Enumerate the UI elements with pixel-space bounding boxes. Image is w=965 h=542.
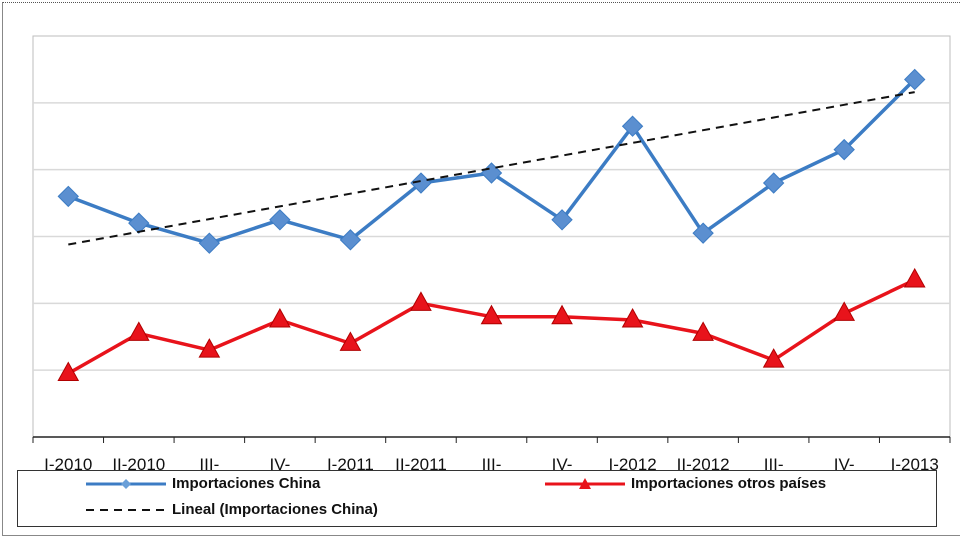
- series-1-point: [551, 304, 573, 325]
- series-1-point: [269, 308, 291, 328]
- series-0-point: [198, 232, 221, 254]
- series-0-line: [67, 78, 916, 245]
- legend-item-china: Importaciones China: [86, 475, 320, 492]
- x-tick-label: I-2011: [327, 455, 374, 470]
- x-tick-label: II-2010: [112, 455, 165, 470]
- series-group: [57, 68, 926, 382]
- x-tick-label: III-: [199, 455, 219, 470]
- legend-swatch-china: [86, 478, 166, 489]
- gridlines: [33, 102, 950, 371]
- legend: Importaciones China Importaciones otros …: [17, 470, 937, 527]
- series-0-point: [551, 209, 573, 231]
- series-1-point: [410, 291, 432, 311]
- series-0-point: [904, 68, 926, 91]
- x-tick-label: II-2012: [677, 455, 730, 470]
- x-tick-label: I-2012: [608, 455, 656, 470]
- series-1-point: [127, 321, 150, 341]
- x-tick-labels: I-2010 II-2010 III- IV- I-2011 II-2011 III- IV-…: [44, 455, 939, 470]
- series-0-point: [692, 222, 714, 244]
- series-1-point: [903, 267, 926, 288]
- x-ticks: [32, 437, 951, 443]
- legend-item-lineal: Lineal (Importaciones China): [86, 501, 378, 518]
- x-tick-label: I-2013: [891, 455, 939, 470]
- series-0-point: [269, 209, 291, 231]
- series-1-point: [57, 361, 80, 382]
- series-1-point: [692, 321, 714, 341]
- legend-item-otros: Importaciones otros países: [545, 475, 826, 492]
- line-chart: I-2010 II-2010 III- IV- I-2011 II-2011 III- IV-…: [32, 35, 951, 470]
- series-1-line: [67, 278, 916, 376]
- series-0-point: [128, 212, 150, 234]
- x-tick-label: III-: [764, 455, 784, 470]
- series-0-point: [833, 138, 855, 161]
- series-1-point: [833, 301, 856, 321]
- series-1-point: [339, 331, 362, 351]
- series-0-point: [621, 115, 644, 137]
- series-0-point: [339, 229, 362, 251]
- legend-label-lineal: Lineal (Importaciones China): [172, 501, 378, 518]
- series-0-point: [480, 162, 503, 184]
- legend-swatch-otros: [545, 477, 625, 489]
- series-1-point: [762, 348, 785, 368]
- x-tick-label: IV-: [552, 455, 573, 470]
- series-2-trendline: [68, 91, 915, 246]
- x-tick-label: IV-: [269, 455, 290, 470]
- x-tick-label: II-2011: [395, 455, 447, 470]
- x-tick-label: IV-: [834, 455, 855, 470]
- series-1-point: [621, 308, 644, 328]
- series-0-point: [762, 172, 785, 194]
- series-1-point: [480, 304, 503, 325]
- legend-swatch-lineal: [86, 508, 166, 511]
- x-tick-label: III-: [482, 455, 502, 470]
- x-tick-label: I-2010: [44, 455, 92, 470]
- legend-label-otros: Importaciones otros países: [631, 475, 827, 492]
- series-0-point: [57, 185, 79, 208]
- series-1-point: [198, 338, 221, 358]
- chart-frame: [2, 2, 960, 536]
- legend-label-china: Importaciones China: [172, 475, 321, 492]
